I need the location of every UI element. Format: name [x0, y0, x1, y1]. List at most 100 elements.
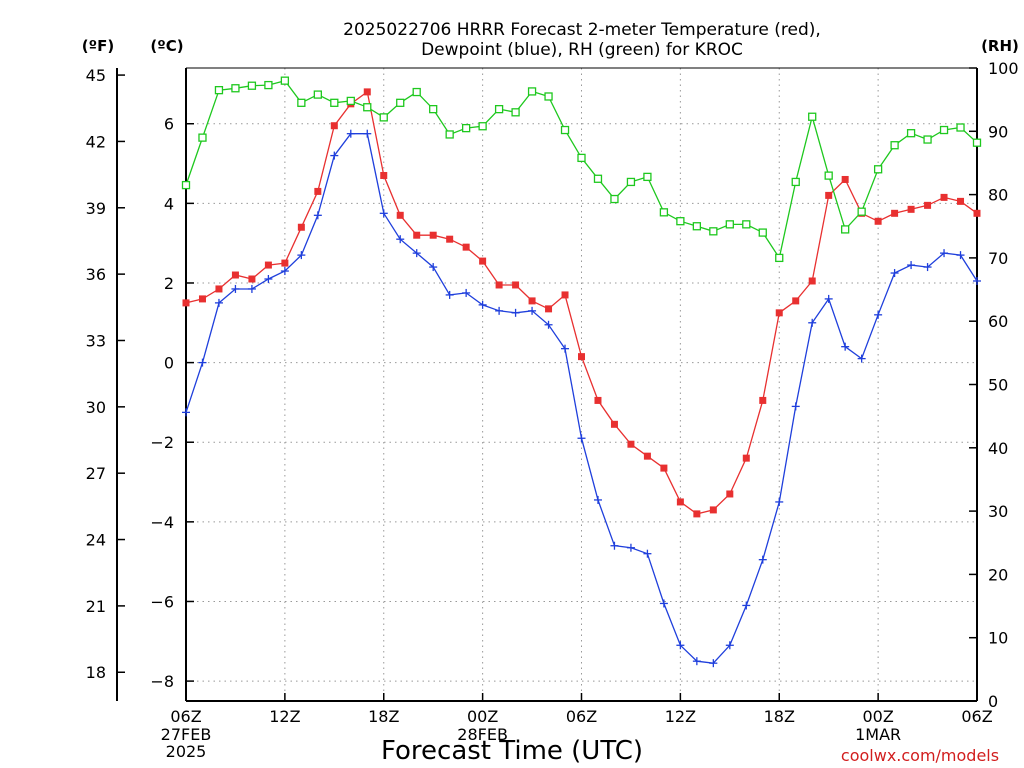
temperature-point	[429, 231, 437, 239]
dewpoint-point	[231, 284, 240, 293]
rh-point	[198, 133, 207, 142]
dewpoint-point	[198, 358, 207, 367]
dewpoint-point	[940, 249, 949, 258]
rh-point	[659, 208, 669, 217]
temperature-point	[363, 88, 371, 96]
dewpoint-point	[544, 320, 553, 329]
rh-unit-label: (RH)	[981, 37, 1019, 55]
temperature-point	[462, 243, 470, 251]
dewpoint-point	[280, 267, 289, 276]
dewpoint-point	[396, 235, 405, 244]
celsius-tick-label: −8	[150, 672, 174, 691]
dewpoint-point	[363, 129, 372, 138]
temperature-point	[759, 396, 767, 404]
dewpoint-point	[264, 275, 273, 283]
rh-point	[824, 171, 833, 180]
celsius-tick-label: 4	[164, 194, 174, 213]
temperature-point	[215, 285, 223, 293]
fahrenheit-tick-label: 18	[86, 663, 106, 682]
dewpoint-point	[297, 251, 306, 260]
temperature-point	[578, 353, 585, 361]
rh-point	[412, 87, 421, 97]
temperature-point	[330, 122, 338, 130]
temperature-point	[726, 490, 734, 498]
fahrenheit-tick-label: 21	[86, 597, 106, 616]
temperature-point	[808, 277, 816, 285]
x-tick-date-label: 28FEB	[457, 725, 508, 744]
rh-point	[692, 222, 702, 231]
rh-point	[626, 177, 636, 187]
rh-point	[906, 129, 916, 138]
dewpoint-point	[247, 284, 256, 293]
rh-point	[593, 174, 603, 183]
fahrenheit-tick-label: 36	[86, 265, 106, 284]
dewpoint-point	[890, 269, 899, 278]
dewpoint-point	[956, 251, 965, 260]
dewpoint-point	[330, 151, 339, 160]
rh-point	[511, 108, 520, 117]
temperature-point	[676, 498, 684, 506]
dewpoint-point	[495, 306, 504, 315]
temperature-point	[512, 281, 520, 289]
dewpoint-point	[709, 659, 718, 668]
dewpoint-point	[758, 555, 767, 564]
rh-tick-label: 0	[988, 692, 998, 711]
rh-tick-label: 80	[988, 186, 1008, 205]
rh-point	[676, 217, 685, 226]
temperature-point	[924, 201, 932, 209]
celsius-tick-label: −4	[150, 513, 174, 532]
gridlines	[186, 68, 977, 701]
dewpoint-point	[874, 310, 883, 319]
x-tick-label: 18Z	[368, 707, 399, 726]
celsius-unit-label: (ºC)	[150, 37, 183, 55]
dewpoint-point	[429, 263, 438, 272]
rh-point	[890, 141, 899, 150]
rh-tick-label: 100	[988, 59, 1019, 78]
rh-point	[709, 227, 718, 236]
data-series	[181, 76, 982, 668]
fahrenheit-tick-label: 24	[86, 531, 106, 550]
rh-point	[527, 87, 537, 96]
temperature-point	[297, 223, 305, 231]
temperature-point	[479, 257, 487, 265]
dewpoint-point	[313, 211, 322, 220]
rh-point	[264, 80, 273, 90]
rh-point	[775, 253, 784, 263]
rh-point	[873, 165, 883, 174]
dewpoint-point	[742, 601, 751, 610]
temperature-point	[610, 420, 618, 428]
dewpoint-point	[791, 402, 800, 411]
temperature-point	[693, 510, 701, 518]
rh-tick-label: 90	[988, 122, 1008, 141]
temperature-point	[973, 209, 981, 217]
rh-point	[396, 98, 405, 107]
rh-point	[577, 153, 586, 163]
rh-point	[214, 86, 224, 95]
rh-point	[461, 123, 471, 133]
dewpoint-point	[577, 434, 586, 443]
rh-point	[758, 228, 767, 237]
rh-point	[956, 123, 965, 132]
fahrenheit-tick-label: 39	[86, 199, 106, 218]
rh-point	[808, 112, 817, 121]
dewpoint-point	[857, 354, 866, 363]
rh-point	[330, 98, 339, 107]
temperature-point	[841, 175, 849, 183]
x-tick-label: 06Z	[170, 707, 201, 726]
dewpoint-point	[610, 541, 619, 550]
axes: 18212427303336394245−8−6−4−2024601020304…	[86, 59, 1019, 761]
dewpoint-point	[346, 129, 355, 138]
dewpoint-point	[593, 495, 602, 504]
rh-point	[857, 207, 866, 216]
chart-title-line2: Dewpoint (blue), RH (green) for KROC	[421, 40, 743, 60]
dewpoint-point	[626, 543, 635, 552]
rh-tick-label: 50	[988, 376, 1008, 395]
rh-point	[725, 220, 734, 229]
dewpoint-point	[824, 294, 833, 303]
celsius-tick-label: −2	[150, 433, 174, 452]
dewpoint-point	[462, 288, 471, 297]
rh-point	[742, 220, 751, 229]
temperature-point	[248, 275, 256, 283]
rh-point	[610, 194, 619, 204]
temperature-point	[380, 171, 388, 179]
